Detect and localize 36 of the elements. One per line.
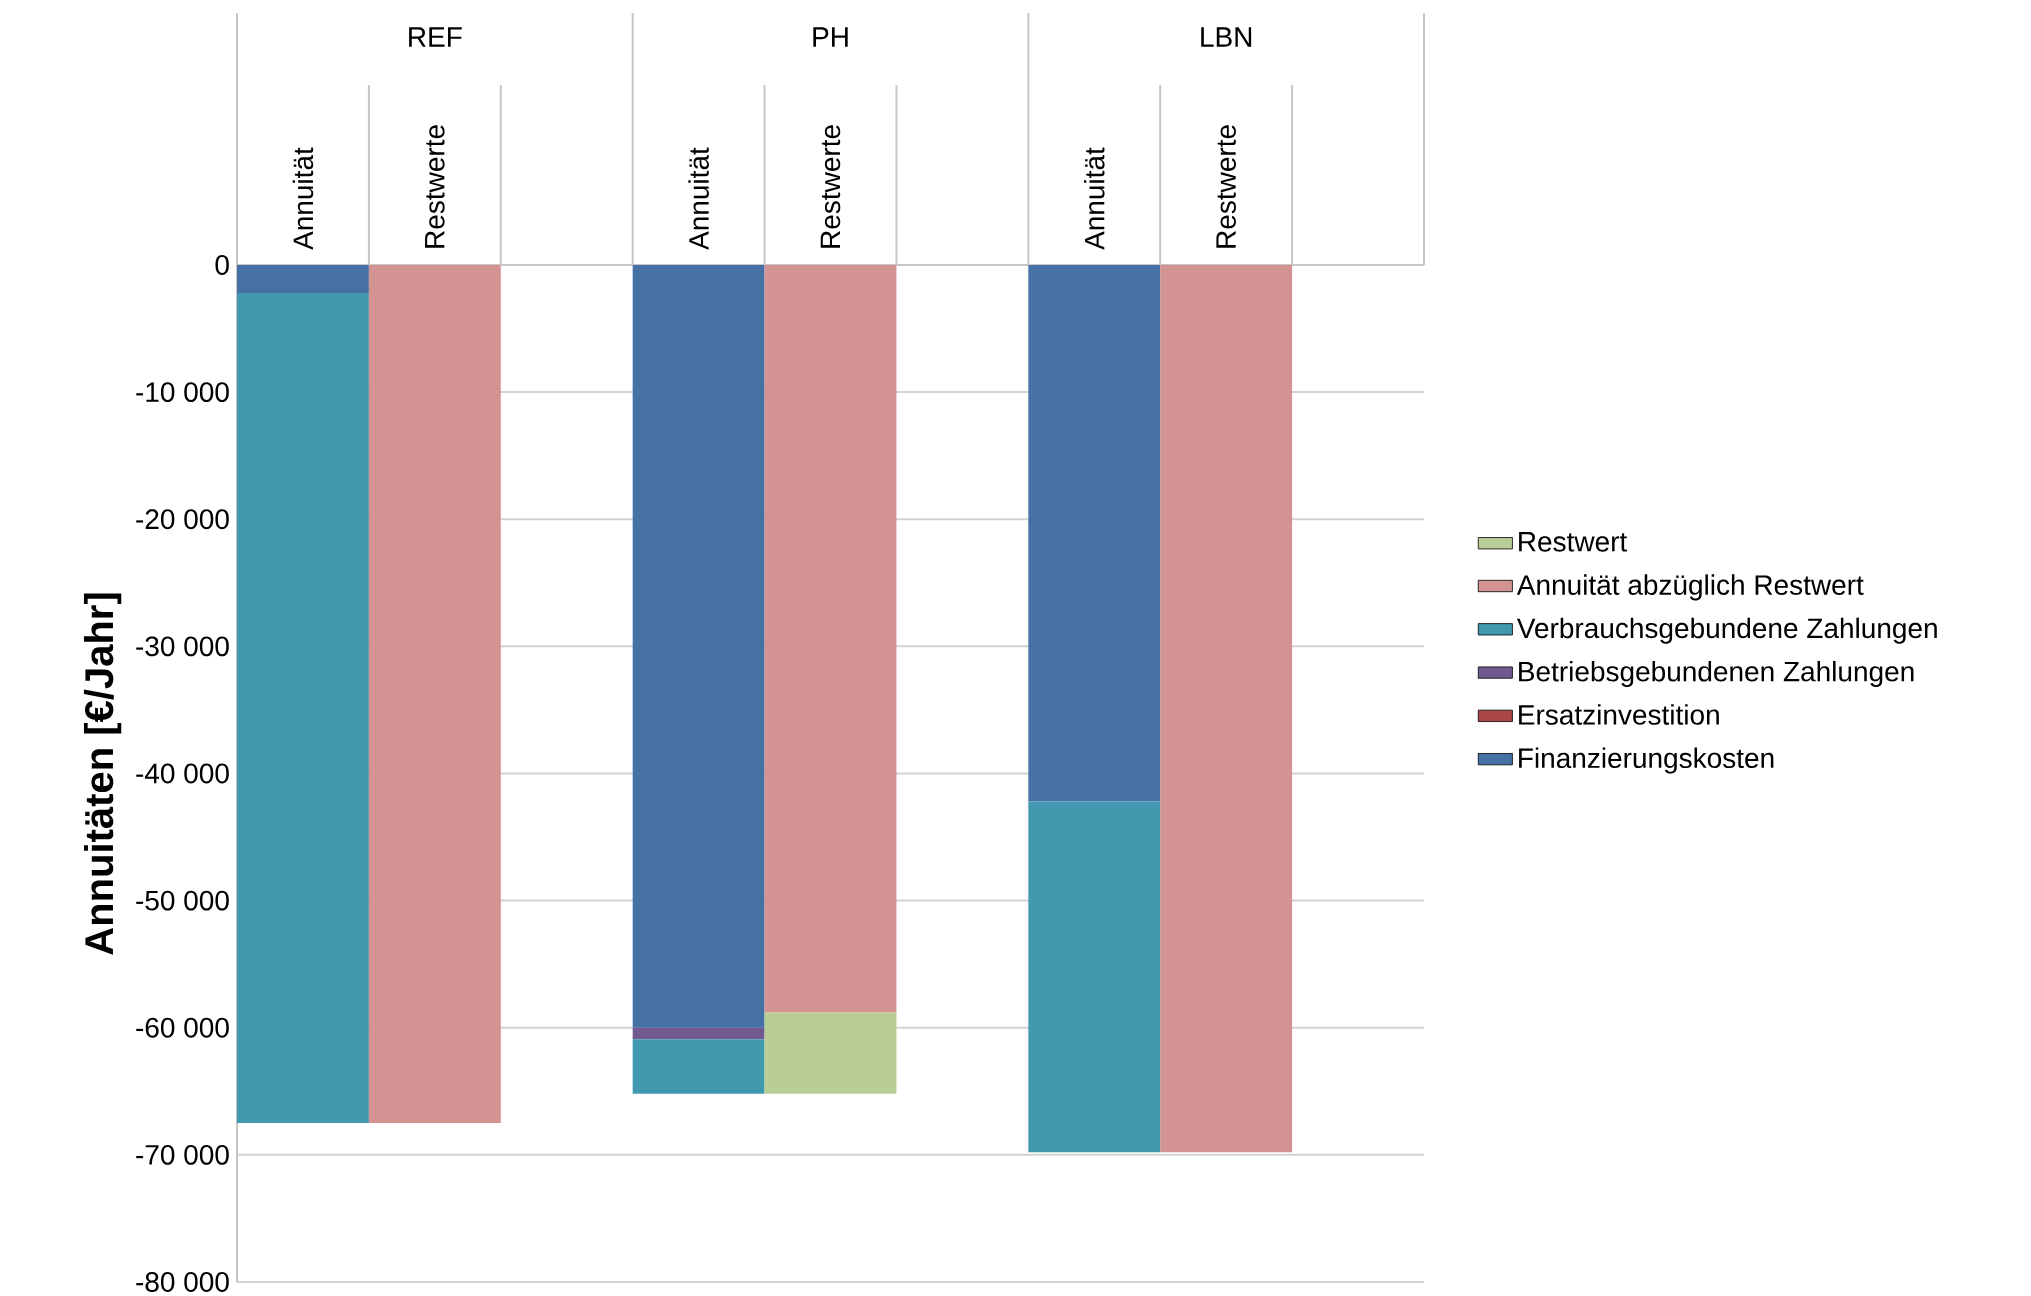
text: PH xyxy=(813,27,848,47)
x-tick-label: Restwerte xyxy=(1216,125,1236,248)
bar xyxy=(1028,264,1161,802)
bar xyxy=(632,1027,765,1040)
bar xyxy=(1160,264,1293,1153)
y-tick-label: -70 000 xyxy=(136,1144,229,1165)
text: LBN xyxy=(1201,27,1252,47)
y-tick-label: -50 000 xyxy=(136,890,229,911)
y-axis-title: Annuitäten [€/Jahr] xyxy=(83,593,122,955)
bar xyxy=(632,264,765,1028)
y-tick-label: -40 000 xyxy=(136,763,229,784)
x-tick-label: Annuität xyxy=(1083,147,1105,250)
legend-label: Finanzierungskosten xyxy=(1519,747,1774,774)
bar xyxy=(368,264,501,1124)
y-tick-label: -30 000 xyxy=(136,636,229,657)
y-tick-label: -20 000 xyxy=(136,509,229,530)
legend-label: Betriebsgebundenen Zahlungen xyxy=(1519,660,1914,688)
legend-label: Ersatzinvestition xyxy=(1519,704,1719,725)
y-tick-label: -10 000 xyxy=(136,382,229,403)
bar xyxy=(764,1012,897,1094)
x-tick-label: Restwerte xyxy=(425,125,445,248)
x-tick-label: Restwerte xyxy=(820,125,841,248)
bar xyxy=(1028,801,1161,1153)
bar xyxy=(764,264,897,1013)
legend-label: Verbrauchsgebundene Zahlungen xyxy=(1516,617,1937,644)
text: REF xyxy=(409,27,462,47)
legend-label: Annuität abzüglich Restwert xyxy=(1516,574,1864,601)
y-tick-label: -60 000 xyxy=(136,1017,229,1038)
x-tick-label: Annuität xyxy=(688,147,709,250)
bar xyxy=(632,1039,765,1094)
y-tick-label: 0 xyxy=(215,255,229,275)
y-tick-label: -80 000 xyxy=(136,1272,229,1292)
legend-label: Restwert xyxy=(1519,532,1628,552)
bar xyxy=(237,264,369,293)
bar xyxy=(237,292,369,1124)
x-tick-label: Annuität xyxy=(292,147,314,250)
